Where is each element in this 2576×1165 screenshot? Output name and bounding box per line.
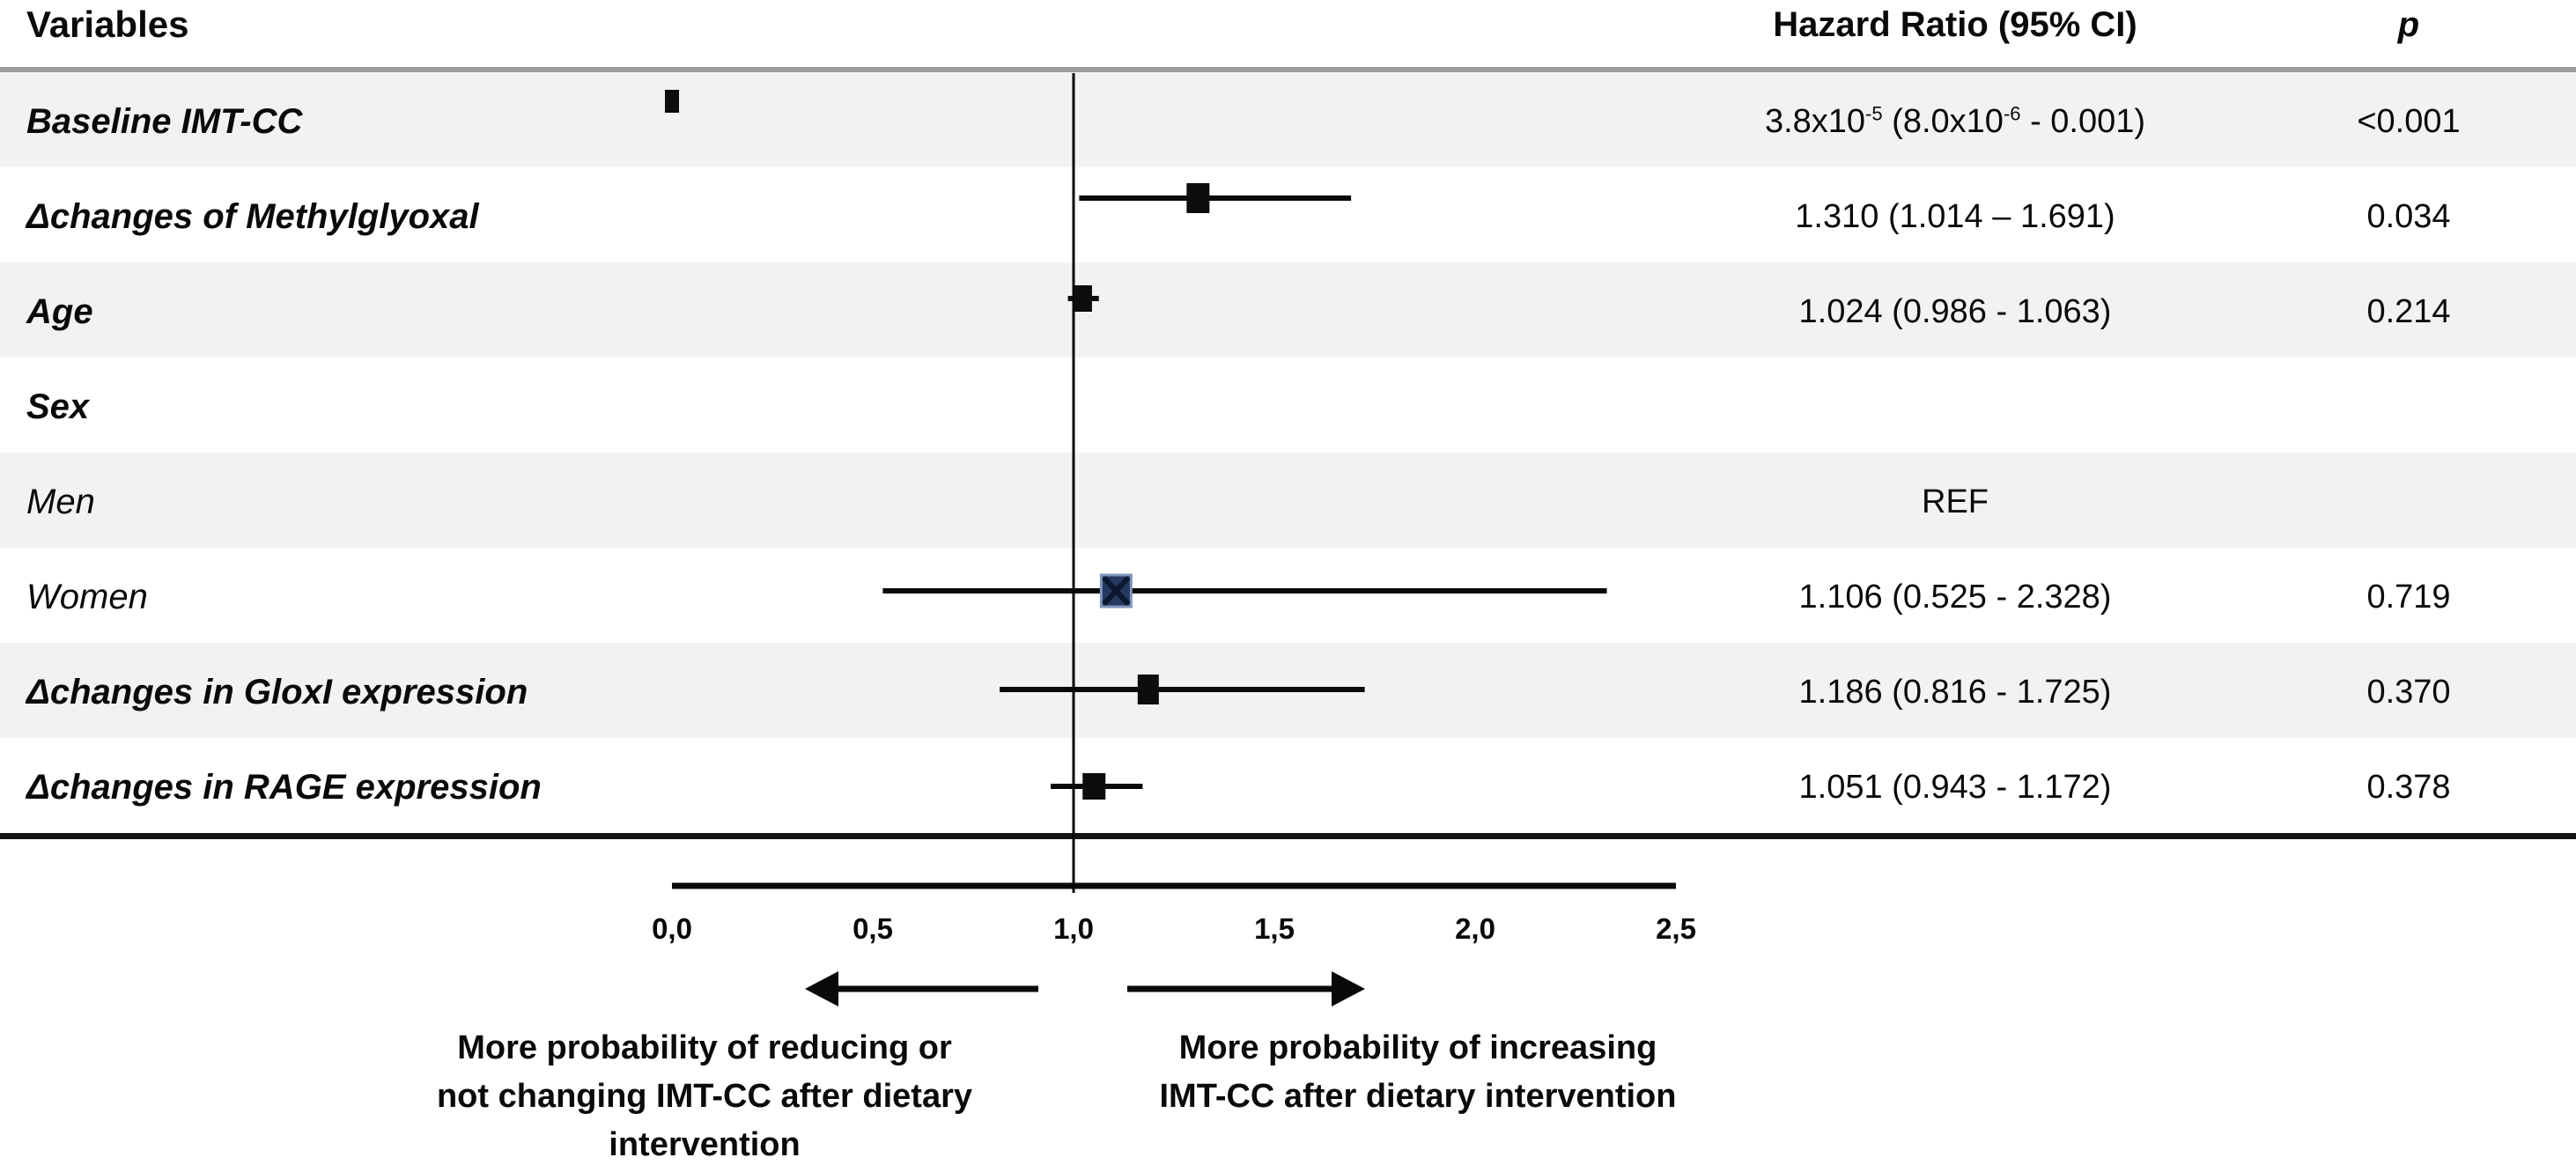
caption-line: not changing IMT-CC after dietary bbox=[436, 1078, 973, 1115]
x-tick-label: 2,5 bbox=[1656, 912, 1696, 945]
row-p-value: 0.034 bbox=[2366, 198, 2451, 236]
row-hazard-ratio-value: 1.186 (0.816 - 1.725) bbox=[1798, 674, 2112, 712]
right-arrow-caption: More probability of increasing IMT-CC aft… bbox=[1101, 1024, 1735, 1121]
header-separator-rule bbox=[0, 67, 2576, 72]
row-p-value: 0.378 bbox=[2366, 769, 2451, 807]
table-row: Age 1.024 (0.986 - 1.063) 0.214 bbox=[0, 262, 2576, 358]
left-arrow-head bbox=[805, 971, 838, 1006]
row-variable-label: Women bbox=[26, 578, 148, 617]
caption-line: More probability of increasing bbox=[1178, 1029, 1657, 1066]
row-p-value: 0.370 bbox=[2366, 674, 2451, 712]
right-arrow-head bbox=[1332, 971, 1365, 1006]
row-hazard-ratio-value: 1.051 (0.943 - 1.172) bbox=[1798, 769, 2112, 807]
caption-line: IMT-CC after dietary intervention bbox=[1159, 1078, 1677, 1115]
row-variable-label: Age bbox=[26, 292, 93, 332]
x-tick-label: 2,0 bbox=[1455, 912, 1495, 945]
row-variable-label: Men bbox=[26, 483, 95, 522]
row-hazard-ratio-value: 1.024 (0.986 - 1.063) bbox=[1798, 293, 2112, 331]
row-p-value: 0.214 bbox=[2366, 293, 2451, 331]
column-header-p: p bbox=[2397, 5, 2420, 44]
caption-line: More probability of reducing or bbox=[457, 1029, 952, 1066]
table-row: Women 1.106 (0.525 - 2.328) 0.719 bbox=[0, 548, 2576, 643]
table-row: Δchanges in RAGE expression 1.051 (0.943 … bbox=[0, 738, 2576, 833]
row-variable-label: Δchanges in RAGE expression bbox=[26, 768, 542, 807]
table-body: Baseline IMT-CC 3.8x10-5 (8.0x10-6 - 0.00… bbox=[0, 72, 2576, 833]
row-variable-label: Baseline IMT-CC bbox=[26, 102, 303, 142]
row-hazard-ratio-value: 3.8x10-5 (8.0x10-6 - 0.001) bbox=[1764, 102, 2146, 141]
row-hazard-ratio-value: 1.310 (1.014 – 1.691) bbox=[1795, 198, 2115, 236]
column-header-variables: Variables bbox=[26, 4, 189, 45]
row-variable-label: Δchanges in GloxI expression bbox=[26, 673, 528, 712]
row-hazard-ratio-value: REF bbox=[1922, 483, 1989, 521]
table-row: Men REF bbox=[0, 453, 2576, 548]
row-variable-label: Δchanges of Methylglyoxal bbox=[26, 197, 479, 237]
left-arrow-caption: More probability of reducing or not chang… bbox=[396, 1024, 1013, 1165]
table-row: Δchanges of Methylglyoxal 1.310 (1.014 – … bbox=[0, 167, 2576, 262]
table-row: Sex bbox=[0, 358, 2576, 453]
x-tick-label: 0,5 bbox=[853, 912, 893, 945]
x-tick-label: 1,5 bbox=[1254, 912, 1295, 945]
x-tick-label: 1,0 bbox=[1053, 912, 1094, 945]
table-row: Baseline IMT-CC 3.8x10-5 (8.0x10-6 - 0.00… bbox=[0, 72, 2576, 167]
column-header-hazard-ratio: Hazard Ratio (95% CI) bbox=[1773, 5, 2137, 44]
row-p-value: <0.001 bbox=[2357, 103, 2461, 141]
row-p-value: 0.719 bbox=[2366, 579, 2451, 616]
row-hazard-ratio-value: 1.106 (0.525 - 2.328) bbox=[1798, 579, 2112, 616]
table-row: Δchanges in GloxI expression 1.186 (0.816… bbox=[0, 643, 2576, 738]
row-variable-label: Sex bbox=[26, 387, 90, 427]
caption-line: intervention bbox=[609, 1126, 801, 1163]
x-tick-label: 0,0 bbox=[652, 912, 692, 945]
table-bottom-rule bbox=[0, 833, 2576, 839]
